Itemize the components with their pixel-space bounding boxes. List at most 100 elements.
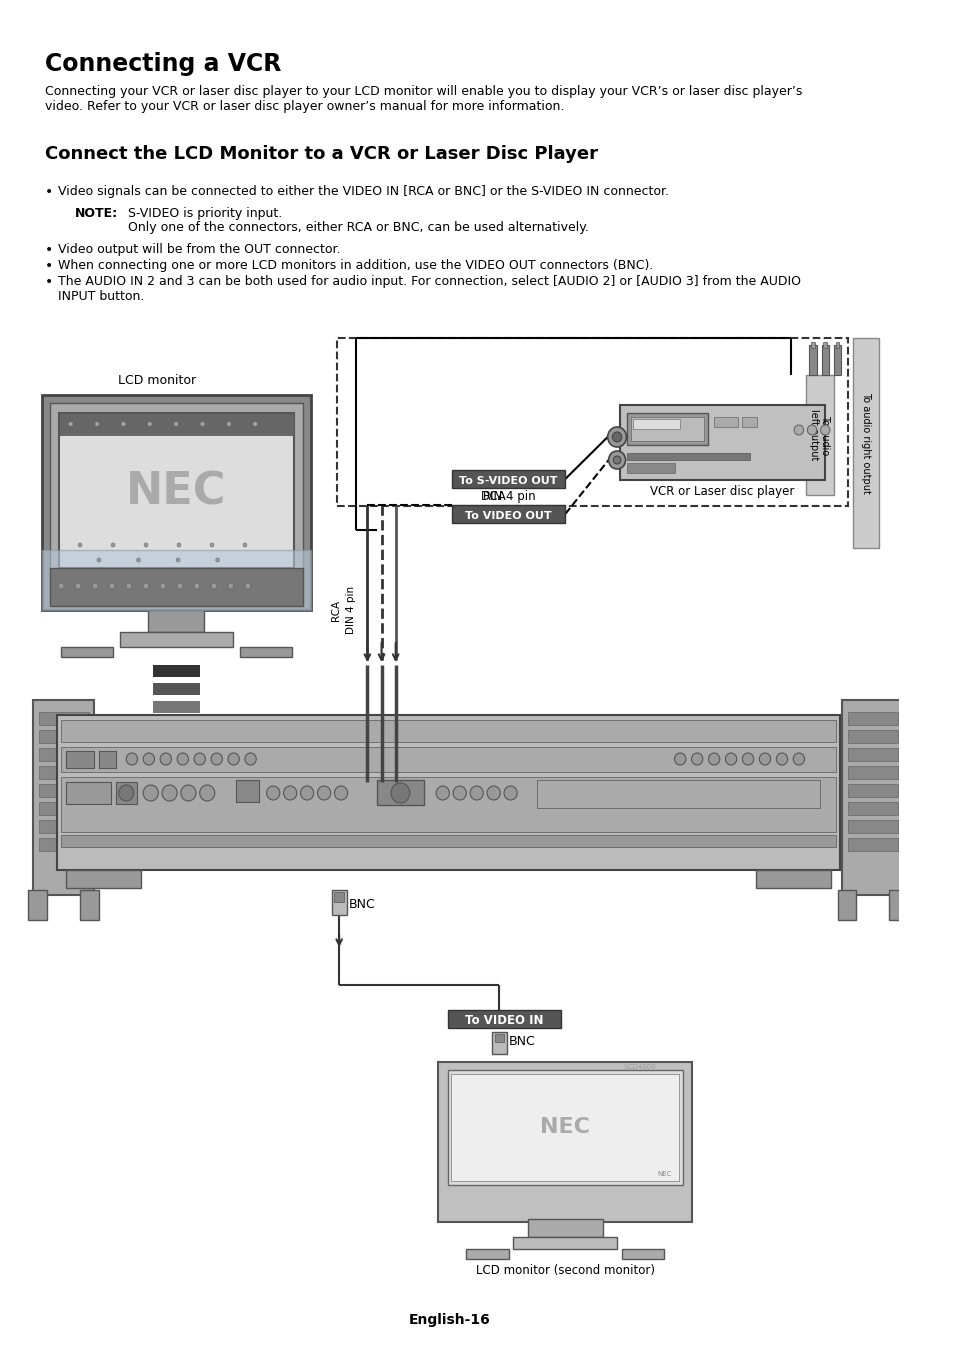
Bar — [741, 417, 756, 427]
Bar — [822, 342, 826, 349]
Circle shape — [193, 584, 199, 589]
Bar — [847, 802, 897, 815]
Circle shape — [691, 753, 702, 765]
Bar — [337, 338, 847, 507]
Circle shape — [741, 753, 753, 765]
Circle shape — [58, 584, 64, 589]
Bar — [627, 413, 707, 444]
Bar — [152, 701, 199, 713]
Circle shape — [148, 422, 152, 426]
Bar — [38, 748, 89, 761]
Circle shape — [144, 543, 148, 547]
Text: •: • — [45, 276, 53, 289]
Bar — [631, 417, 703, 440]
Bar — [621, 1250, 663, 1259]
Bar — [38, 730, 89, 743]
Circle shape — [300, 786, 314, 800]
Bar — [847, 730, 897, 743]
Circle shape — [708, 753, 719, 765]
Bar — [451, 1074, 679, 1181]
Circle shape — [613, 457, 620, 463]
Bar — [148, 611, 204, 632]
Bar — [537, 780, 819, 808]
Bar — [61, 720, 835, 742]
Bar — [240, 647, 292, 657]
Bar — [235, 780, 259, 802]
Bar — [38, 820, 89, 834]
Bar — [33, 700, 94, 894]
Bar — [833, 345, 841, 376]
Bar — [847, 838, 897, 851]
Circle shape — [724, 753, 736, 765]
Bar — [376, 780, 423, 805]
Bar — [152, 738, 199, 748]
Circle shape — [211, 584, 216, 589]
Bar — [61, 747, 835, 771]
Bar — [847, 820, 897, 834]
Bar — [847, 712, 897, 725]
Circle shape — [215, 558, 219, 562]
Circle shape — [92, 584, 98, 589]
Circle shape — [181, 785, 195, 801]
Circle shape — [177, 584, 183, 589]
Bar — [152, 719, 199, 731]
Bar — [452, 470, 565, 488]
Bar — [513, 1238, 617, 1250]
Circle shape — [266, 786, 279, 800]
Text: •: • — [45, 185, 53, 199]
Circle shape — [177, 543, 181, 547]
Text: •: • — [45, 243, 53, 257]
Bar — [66, 870, 141, 888]
Text: S-VIDEO is priority input.: S-VIDEO is priority input. — [128, 207, 282, 220]
Circle shape — [820, 426, 829, 435]
Bar — [466, 1250, 508, 1259]
Text: Video signals can be connected to either the VIDEO IN [RCA or BNC] or the S-VIDE: Video signals can be connected to either… — [58, 185, 669, 199]
Circle shape — [126, 584, 132, 589]
Circle shape — [211, 753, 222, 765]
Bar — [452, 505, 565, 523]
Circle shape — [391, 784, 410, 802]
Bar — [66, 751, 94, 767]
Bar — [447, 1070, 682, 1185]
Bar — [808, 345, 816, 376]
Bar — [627, 463, 674, 473]
Bar — [633, 419, 679, 430]
Text: LCD monitor: LCD monitor — [118, 374, 196, 386]
Bar — [38, 838, 89, 851]
Text: DIN 4 pin: DIN 4 pin — [481, 490, 536, 503]
Bar — [50, 567, 303, 607]
Text: To VIDEO IN: To VIDEO IN — [464, 1013, 542, 1027]
Circle shape — [160, 584, 166, 589]
Text: NEC: NEC — [657, 1171, 671, 1177]
Text: NOTE:: NOTE: — [75, 207, 118, 220]
Bar — [38, 712, 89, 725]
Circle shape — [162, 785, 177, 801]
Bar — [80, 890, 99, 920]
Circle shape — [110, 584, 114, 589]
Bar — [42, 394, 311, 611]
Circle shape — [487, 786, 499, 800]
Circle shape — [228, 753, 239, 765]
Text: VCR or Laser disc player: VCR or Laser disc player — [650, 485, 794, 499]
Circle shape — [228, 584, 233, 589]
Bar — [447, 1011, 560, 1028]
Circle shape — [674, 753, 685, 765]
Circle shape — [470, 786, 483, 800]
Circle shape — [453, 786, 466, 800]
Text: RCA: RCA — [482, 490, 506, 503]
Bar — [335, 892, 343, 902]
Bar — [99, 751, 115, 767]
Bar — [115, 782, 136, 804]
Circle shape — [176, 558, 180, 562]
Bar — [38, 802, 89, 815]
Bar — [888, 890, 907, 920]
Circle shape — [143, 753, 154, 765]
Circle shape — [227, 422, 231, 426]
Circle shape — [607, 427, 626, 447]
Bar — [835, 342, 839, 349]
Bar — [56, 715, 840, 870]
Bar — [152, 755, 199, 767]
Circle shape — [199, 785, 214, 801]
Bar — [755, 870, 830, 888]
Text: When connecting one or more LCD monitors in addition, use the VIDEO OUT connecto: When connecting one or more LCD monitors… — [58, 259, 653, 272]
